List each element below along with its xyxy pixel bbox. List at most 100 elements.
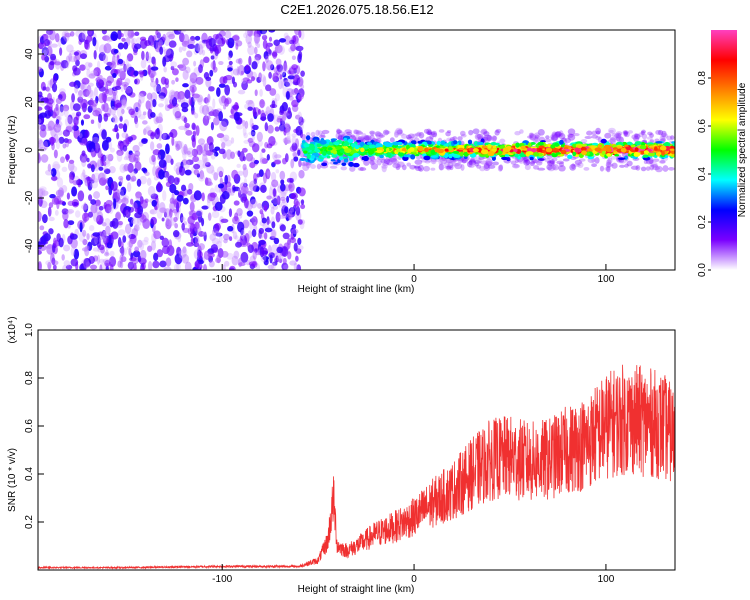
heatmap-cell	[243, 177, 248, 187]
heatmap-cell	[101, 229, 107, 241]
heatmap-cell	[129, 198, 134, 205]
heatmap-cell	[472, 148, 479, 153]
heatmap-cell	[498, 164, 504, 171]
heatmap-cell	[260, 184, 267, 193]
heatmap-cell	[427, 141, 432, 145]
heatmap-cell	[615, 134, 621, 142]
heatmap-cell	[163, 48, 172, 56]
heatmap-cell	[154, 128, 161, 140]
heatmap-cell	[134, 150, 141, 157]
heatmap-cell	[552, 132, 557, 138]
heatmap-cell	[188, 210, 194, 216]
heatmap-cell	[267, 244, 272, 255]
heatmap-cell	[577, 161, 584, 168]
heatmap-cell	[134, 78, 138, 85]
heatmap-cell	[299, 157, 307, 161]
heatmap-cell	[38, 152, 41, 164]
heatmap-cell	[152, 98, 157, 108]
heatmap-cell	[113, 198, 117, 210]
heatmap-cell	[624, 131, 630, 138]
heatmap-cell	[128, 239, 133, 248]
heatmap-cell	[73, 80, 81, 89]
heatmap-cell	[250, 129, 256, 137]
heatmap-cell	[87, 82, 94, 87]
heatmap-cell	[128, 247, 132, 256]
heatmap-cell	[193, 223, 198, 232]
heatmap-cell	[591, 134, 599, 139]
heatmap-cell	[658, 160, 666, 164]
heatmap-cell	[461, 159, 468, 163]
heatmap-cell	[103, 113, 109, 122]
heatmap-cell	[62, 244, 71, 252]
heatmap-cell	[91, 99, 98, 107]
heatmap-cell	[190, 237, 194, 245]
heatmap-cell	[119, 94, 127, 106]
heatmap-cell	[257, 108, 262, 115]
heatmap-cell	[424, 160, 431, 164]
heatmap-cell	[73, 55, 78, 63]
heatmap-cell	[65, 153, 69, 162]
heatmap-cell	[183, 143, 188, 155]
heatmap-cell	[242, 163, 247, 171]
heatmap-cell	[81, 247, 89, 252]
heatmap-cell	[162, 190, 167, 202]
heatmap-cell	[163, 266, 172, 270]
heatmap-cell	[69, 176, 74, 184]
heatmap-cell	[93, 178, 99, 183]
heatmap-cell	[42, 214, 48, 224]
heatmap-cell	[427, 144, 434, 147]
heatmap-cell	[658, 129, 664, 136]
heatmap-cell	[499, 138, 506, 144]
heatmap-cell	[250, 196, 256, 205]
heatmap-cell	[118, 123, 124, 129]
heatmap-cell	[410, 140, 417, 145]
heatmap-cell	[250, 76, 256, 82]
heatmap-cell	[107, 153, 114, 162]
heatmap-cell	[141, 262, 146, 270]
heatmap-cell	[534, 134, 540, 139]
heatmap-cell	[145, 51, 149, 62]
heatmap-cell	[109, 250, 115, 257]
heatmap-cell	[258, 227, 265, 235]
heatmap-cell	[93, 191, 101, 199]
heatmap-cell	[444, 161, 450, 168]
heatmap-cell	[253, 159, 260, 165]
heatmap-cell	[181, 222, 185, 231]
heatmap-cell	[272, 198, 278, 207]
heatmap-cell	[282, 62, 288, 73]
heatmap-cell	[297, 149, 301, 156]
heatmap-cell	[77, 190, 85, 202]
heatmap-cell	[279, 109, 284, 116]
heatmap-cell	[583, 167, 590, 171]
heatmap-cell	[270, 206, 275, 215]
heatmap-cell	[273, 39, 280, 46]
heatmap-cell	[38, 196, 43, 207]
heatmap-cell	[152, 260, 160, 269]
heatmap-cell	[562, 158, 570, 162]
heatmap-cell	[209, 192, 217, 198]
heatmap-cell	[417, 145, 424, 152]
heatmap-cell	[90, 264, 98, 270]
heatmap-cell	[279, 170, 286, 181]
colorbar-label: Normalized spectral amplitude	[737, 82, 748, 217]
heatmap-cell	[116, 149, 124, 156]
heatmap-cell	[72, 103, 81, 112]
heatmap-cell	[352, 162, 360, 168]
heatmap-cell	[224, 139, 232, 147]
heatmap-cell	[133, 43, 142, 50]
heatmap-cell	[125, 209, 129, 216]
heatmap-cell	[102, 161, 107, 167]
heatmap-cell	[578, 158, 586, 162]
spectrogram-y-ticks: -40 -20 0 20 40	[24, 48, 44, 253]
heatmap-cell	[152, 149, 161, 156]
heatmap-cell	[652, 158, 660, 162]
heatmap-cell	[641, 133, 648, 140]
heatmap-cell	[413, 165, 421, 169]
heatmap-cell	[182, 34, 190, 46]
heatmap-cell	[668, 166, 675, 171]
heatmap-cell	[633, 135, 640, 142]
heatmap-cell	[84, 129, 89, 139]
heatmap-cell	[661, 150, 665, 156]
heatmap-cell	[259, 74, 267, 82]
heatmap-cell	[357, 166, 364, 171]
